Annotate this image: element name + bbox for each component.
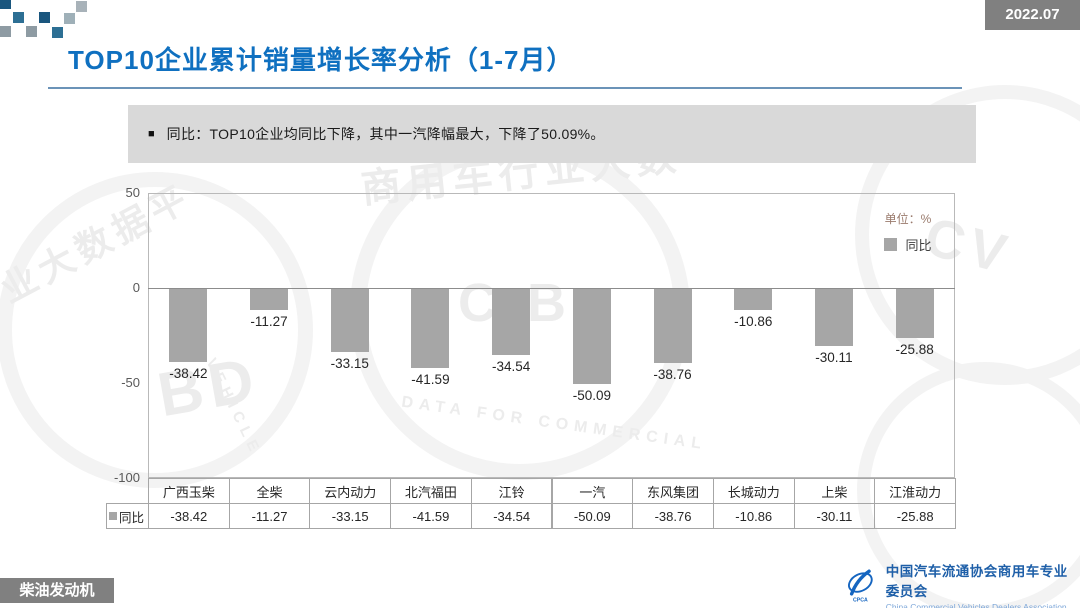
bar: [492, 289, 531, 355]
bar-value-label: -10.86: [734, 313, 773, 329]
association-name-cn: 中国汽车流通协会商用车专业委员会: [885, 564, 1068, 599]
chart-legend: 单位：% 同比: [862, 210, 954, 254]
bar-value-label: -38.42: [169, 365, 208, 381]
table-value-cell: -41.59: [390, 503, 472, 529]
y-axis-tick-label: -50: [121, 375, 140, 390]
logo-caption: CPCA: [853, 598, 868, 604]
table-row-label: 同比: [106, 503, 149, 529]
summary-box: ■ 同比：TOP10企业均同比下降，其中一汽降幅最大，下降了50.09%。: [128, 105, 976, 163]
table-value-cell: -25.88: [874, 503, 956, 529]
bar: [653, 289, 692, 363]
association-logo-icon: CPCA: [847, 569, 873, 604]
summary-text: 同比：TOP10企业均同比下降，其中一汽降幅最大，下降了50.09%。: [166, 126, 605, 142]
y-axis-tick-label: 50: [125, 185, 140, 200]
bar: [411, 289, 450, 369]
table-header-cell: 上柴: [793, 478, 876, 504]
bar: [814, 289, 853, 347]
bar-value-label: -41.59: [411, 372, 450, 388]
table-value-cell: -30.11: [793, 503, 876, 529]
y-axis-tick-label: -100: [113, 470, 140, 485]
bar-value-label: -33.15: [330, 355, 369, 371]
bar-value-label: -34.54: [492, 358, 531, 374]
table-header-cell: 江淮动力: [874, 478, 956, 504]
bar: [169, 289, 208, 362]
table-header-cell: 长城动力: [712, 478, 795, 504]
bar: [572, 289, 611, 385]
table-value-cell: -34.54: [470, 503, 553, 529]
page-title: TOP10企业累计销量增长率分析（1-7月）: [68, 45, 574, 75]
date-badge: 2022.07: [985, 0, 1080, 30]
bar-value-label: -25.88: [895, 342, 934, 358]
bar: [895, 289, 934, 339]
unit-label: 单位：%: [884, 212, 932, 226]
deco-pattern: [0, 0, 95, 45]
table-header-cell: 东风集团: [632, 478, 714, 504]
table-value-cell: -38.76: [632, 503, 714, 529]
table-header-cell: 广西玉柴: [148, 478, 230, 504]
bar-value-label: -50.09: [572, 388, 611, 404]
bar-value-label: -38.76: [653, 366, 692, 382]
table-value-cell: -33.15: [309, 503, 392, 529]
association-name-en: China Commercial Vehicles Dealers Associ…: [885, 602, 1067, 608]
y-axis-tick-label: 0: [132, 280, 140, 295]
table-value-cell: -10.86: [712, 503, 795, 529]
bar: [734, 289, 773, 310]
table-header-cell: 云内动力: [309, 478, 392, 504]
bar: [250, 289, 289, 311]
legend-swatch-icon: [884, 238, 898, 251]
table-value-cell: -50.09: [551, 503, 634, 529]
table-header-cell: 江铃: [470, 478, 553, 504]
zero-axis-line: [148, 288, 955, 289]
category-tag: 柴油发动机: [0, 578, 114, 603]
table-value-cell: -11.27: [228, 503, 311, 529]
table-header-cell: 一汽: [551, 478, 634, 504]
bar: [330, 289, 369, 352]
table-header-cell: 全柴: [228, 478, 311, 504]
table-header-cell: 北汽福田: [390, 478, 472, 504]
table-value-cell: -38.42: [148, 503, 230, 529]
legend-series-label: 同比: [905, 238, 932, 253]
association-logo: CPCA 中国汽车流通协会商用车专业委员会 China Commercial V…: [843, 560, 1080, 608]
table-legend-key-icon: [109, 512, 117, 520]
bar-value-label: -11.27: [250, 314, 288, 330]
title-underline: [48, 87, 962, 89]
bar-value-label: -30.11: [815, 350, 853, 366]
bullet-icon: ■: [148, 128, 155, 140]
